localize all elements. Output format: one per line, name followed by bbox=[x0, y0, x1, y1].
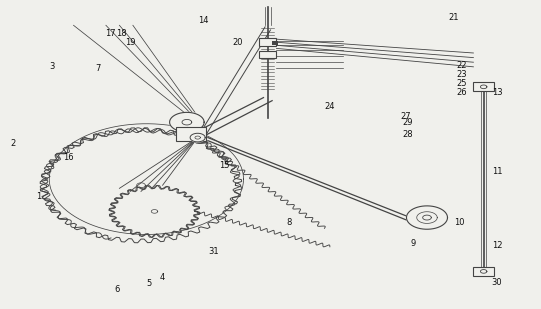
Text: 19: 19 bbox=[125, 38, 135, 47]
Text: 16: 16 bbox=[63, 153, 74, 162]
Text: 7: 7 bbox=[95, 64, 101, 73]
Text: 3: 3 bbox=[49, 62, 55, 71]
Text: 28: 28 bbox=[403, 130, 413, 139]
Bar bbox=[176, 127, 206, 141]
Bar bbox=[473, 267, 494, 276]
Text: 2: 2 bbox=[11, 139, 16, 148]
Text: 21: 21 bbox=[448, 13, 459, 22]
Text: 29: 29 bbox=[403, 118, 413, 127]
Polygon shape bbox=[169, 112, 204, 132]
Text: 14: 14 bbox=[197, 16, 208, 25]
Bar bbox=[259, 38, 276, 46]
Bar bbox=[272, 41, 278, 45]
Text: 22: 22 bbox=[457, 61, 467, 70]
Text: 11: 11 bbox=[492, 167, 502, 176]
Text: 15: 15 bbox=[219, 161, 230, 170]
Text: 31: 31 bbox=[208, 247, 219, 256]
Text: 20: 20 bbox=[233, 38, 243, 47]
Text: 26: 26 bbox=[457, 88, 467, 97]
Text: 9: 9 bbox=[411, 239, 416, 248]
Text: 24: 24 bbox=[325, 102, 335, 111]
Text: 23: 23 bbox=[457, 70, 467, 79]
Text: 10: 10 bbox=[454, 218, 465, 227]
Text: 27: 27 bbox=[400, 112, 411, 121]
Polygon shape bbox=[406, 206, 447, 229]
Text: 5: 5 bbox=[147, 279, 151, 288]
Text: 25: 25 bbox=[457, 79, 467, 88]
Text: 13: 13 bbox=[492, 88, 503, 97]
Text: 6: 6 bbox=[114, 285, 120, 294]
Polygon shape bbox=[190, 133, 205, 142]
Text: 18: 18 bbox=[116, 29, 127, 38]
Bar bbox=[473, 82, 494, 91]
Text: 30: 30 bbox=[492, 278, 503, 287]
Text: 12: 12 bbox=[492, 241, 502, 250]
Text: 8: 8 bbox=[287, 218, 292, 227]
Bar bbox=[259, 52, 276, 58]
Text: 4: 4 bbox=[160, 273, 165, 282]
Text: 1: 1 bbox=[36, 192, 41, 201]
Text: 17: 17 bbox=[105, 29, 115, 38]
